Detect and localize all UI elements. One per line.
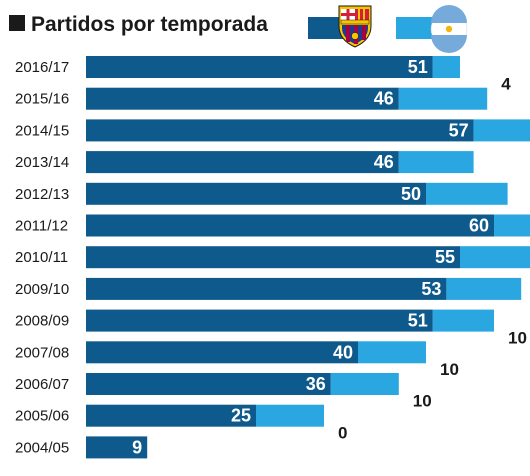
season-label: 2014/15 [15,122,69,139]
club-bar [86,373,331,395]
title-square-icon [9,15,25,31]
club-value-label: 36 [306,374,326,394]
country-bar [432,309,494,332]
club-bar [86,151,399,174]
country-bar [398,151,474,174]
country-value-label: 4 [501,75,511,94]
club-bar [86,214,494,237]
club-bar [86,404,256,427]
club-value-label: 53 [421,279,441,299]
season-label: 2008/09 [15,313,69,330]
country-bar [446,277,522,300]
club-bar [86,246,460,269]
country-value-label: 10 [413,392,432,411]
legend-item-club [308,5,372,48]
country-value-label: 10 [508,328,527,347]
season-label: 2007/08 [15,344,69,361]
argentina-flag-icon [430,5,468,53]
club-value-label: 51 [408,311,428,331]
season-label: 2011/12 [15,218,68,235]
season-label: 2015/16 [15,91,69,108]
country-bar [256,404,324,427]
season-label: 2016/17 [15,59,69,76]
season-label: 2005/06 [15,408,69,425]
country-bar [473,119,530,142]
country-bar [358,341,426,364]
chart-title: Partidos por temporada [31,13,268,36]
country-bar [398,87,488,110]
season-label: 2006/07 [15,376,69,393]
bars-layer: 2016/17 51 2015/16 46 2014/15 57 2013/14 46 2012… [15,56,530,459]
club-value-label: 9 [132,437,142,457]
club-bar [86,277,447,300]
country-value-label: 0 [338,423,347,442]
club-value-label: 46 [374,152,394,172]
club-bar [86,182,426,205]
season-label: 2004/05 [15,439,69,456]
season-label: 2012/13 [15,186,69,203]
club-bar [86,56,433,78]
legend-swatch-country [396,17,438,39]
legend-item-country [396,5,468,53]
season-label: 2013/14 [15,154,69,171]
club-value-label: 51 [408,57,428,77]
club-bar [86,341,358,364]
country-bar [330,373,399,395]
club-value-label: 46 [374,89,394,109]
club-bar [86,309,433,332]
fc-barcelona-crest-icon [338,5,372,48]
club-bar [86,436,148,459]
club-value-label: 40 [333,342,353,362]
season-label: 2010/11 [15,249,68,266]
country-value-label: 10 [440,360,459,379]
country-bar [460,246,530,269]
club-bar [86,87,399,110]
club-value-label: 25 [231,406,251,426]
club-bar [86,119,474,142]
legend [308,5,468,53]
club-value-label: 50 [401,184,421,204]
country-bar [494,214,530,237]
country-bar [432,56,460,78]
club-value-label: 55 [435,247,455,267]
season-label: 2009/10 [15,281,69,298]
club-value-label: 57 [449,120,469,140]
country-bar [426,182,508,205]
club-value-label: 60 [469,216,489,236]
